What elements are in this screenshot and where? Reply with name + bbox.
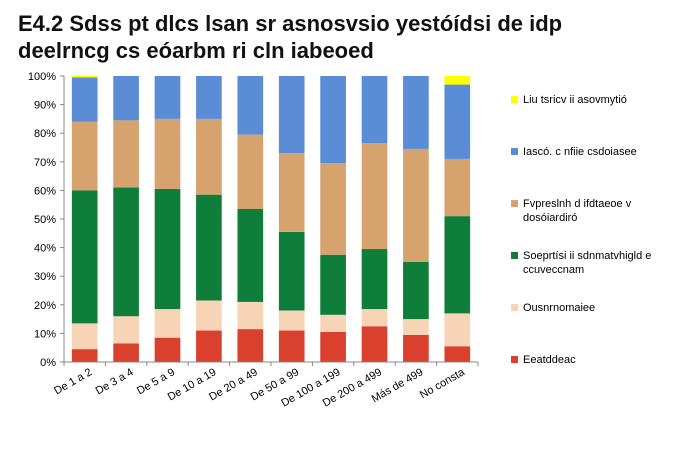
bar-segment-5-6 xyxy=(278,76,305,154)
x-tick-label: De 1 a 2 xyxy=(52,366,94,397)
legend-swatch xyxy=(511,200,518,207)
bar-segment-5-7 xyxy=(320,76,346,164)
y-tick-label: 60% xyxy=(34,185,56,197)
bar-segment-5-5 xyxy=(237,76,264,135)
bar-segment-5-3 xyxy=(154,76,181,119)
bar-segment-3-5 xyxy=(237,208,264,302)
bar-segment-1-9 xyxy=(403,334,429,362)
legend-label: Liu tsricv ii asovmytió xyxy=(523,94,627,106)
bar-segment-5-2 xyxy=(113,76,139,121)
bar-segment-2-8 xyxy=(361,309,388,327)
bar-segment-4-3 xyxy=(154,118,181,189)
bar-segment-2-9 xyxy=(403,319,429,335)
bar-segment-3-6 xyxy=(278,231,305,311)
bar-segment-4-8 xyxy=(361,143,388,250)
bar-segment-1-10 xyxy=(444,346,471,362)
bars xyxy=(71,76,471,362)
bar-segment-4-2 xyxy=(113,120,139,188)
legend-label: Fvpreslnh d ifdtaeoe v dosóiardiró xyxy=(523,198,632,224)
bar-segment-2-6 xyxy=(278,310,305,331)
x-tick-label: De 3 a 4 xyxy=(94,366,136,397)
y-tick-label: 40% xyxy=(34,243,56,255)
bar-segment-1-5 xyxy=(237,329,264,362)
y-tick-label: 70% xyxy=(34,157,56,169)
bar-segment-3-10 xyxy=(444,216,471,314)
y-tick-label: 20% xyxy=(34,300,56,312)
legend-swatch xyxy=(511,148,518,155)
y-tick-label: 50% xyxy=(34,214,56,226)
bar-segment-5-4 xyxy=(196,76,222,119)
bar-segment-1-8 xyxy=(361,326,388,362)
bar-segment-5-9 xyxy=(403,76,429,149)
bar-segment-2-2 xyxy=(113,316,139,344)
bar-segment-3-4 xyxy=(196,194,222,301)
bar-segment-1-2 xyxy=(113,343,139,362)
bar-segment-2-10 xyxy=(444,313,471,347)
y-axis-ticks: 0% 10% 20% 30% 40% 50% 60% 70% 80% 90% 100% xyxy=(28,71,64,369)
legend-label: Soeprtísi ii sdnmatvhigld e ccuveccnam xyxy=(523,250,651,276)
y-tick-label: 100% xyxy=(28,71,56,83)
bar-segment-4-6 xyxy=(278,153,305,232)
legend-swatch xyxy=(511,96,518,103)
bar-segment-2-4 xyxy=(196,300,222,331)
bar-segment-1-1 xyxy=(71,349,98,362)
bar-segment-4-10 xyxy=(444,158,471,217)
bar-segment-3-9 xyxy=(403,261,429,320)
bar-segment-1-4 xyxy=(196,330,222,362)
bar-segment-2-5 xyxy=(237,301,264,330)
bar-segment-2-1 xyxy=(71,323,98,350)
bar-segment-6-10 xyxy=(444,76,471,85)
legend-label: Iascó. c nfiie csdoiasee xyxy=(523,146,637,158)
bar-segment-6-1 xyxy=(71,76,98,78)
y-tick-label: 90% xyxy=(34,100,56,112)
bar-segment-4-4 xyxy=(196,118,222,195)
bar-segment-4-7 xyxy=(320,163,346,255)
chart-title: E4.2 Sdss pt dlcs lsan sr asnosvsio yest… xyxy=(18,11,563,63)
bar-segment-3-1 xyxy=(71,190,98,324)
legend: Liu tsricv ii asovmytió Iascó. c nfiie cs… xyxy=(511,94,651,366)
legend-label: Eeatddeac xyxy=(523,354,576,366)
legend-swatch xyxy=(511,356,518,363)
bar-segment-4-9 xyxy=(403,148,429,262)
legend-swatch xyxy=(511,252,518,259)
legend-label: Ousnrnomaiee xyxy=(523,302,595,314)
bar-segment-4-1 xyxy=(71,121,98,191)
bar-segment-3-7 xyxy=(320,254,346,315)
y-tick-label: 80% xyxy=(34,128,56,140)
bar-segment-1-7 xyxy=(320,331,346,362)
bar-segment-5-10 xyxy=(444,84,471,159)
bar-segment-3-8 xyxy=(361,249,388,310)
y-tick-label: 0% xyxy=(40,357,56,369)
y-tick-label: 30% xyxy=(34,271,56,283)
bar-segment-2-7 xyxy=(320,314,346,332)
bar-segment-5-8 xyxy=(361,76,388,144)
bar-segment-1-6 xyxy=(278,330,305,362)
y-tick-label: 10% xyxy=(34,328,56,340)
bar-segment-2-3 xyxy=(154,309,181,338)
legend-swatch xyxy=(511,304,518,311)
bar-segment-5-1 xyxy=(71,77,98,122)
bar-segment-1-3 xyxy=(154,337,181,362)
bar-segment-4-5 xyxy=(237,134,264,209)
bar-segment-3-2 xyxy=(113,187,139,317)
x-tick-label: No consta xyxy=(418,366,468,402)
bar-segment-3-3 xyxy=(154,188,181,310)
